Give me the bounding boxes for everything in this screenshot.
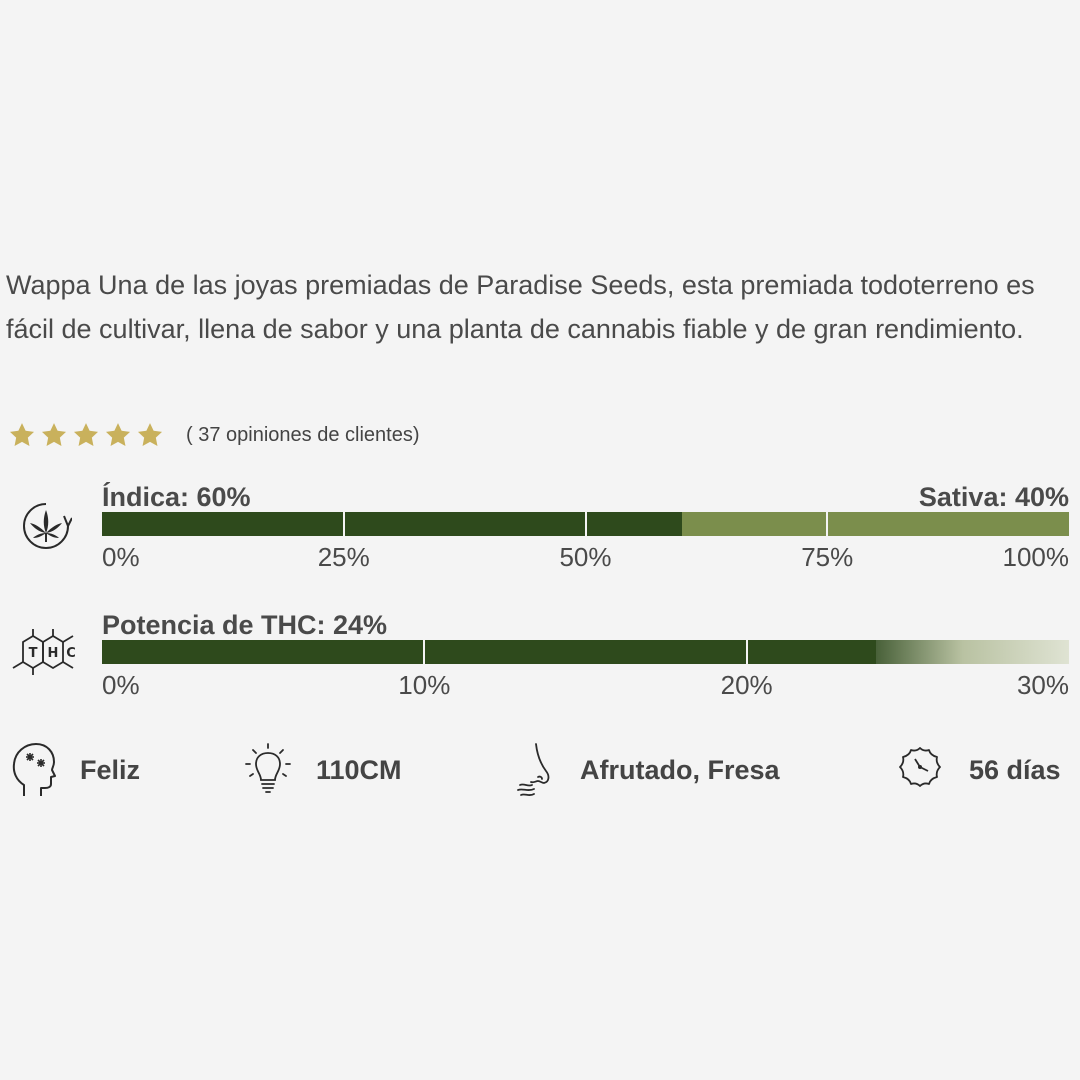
sativa-label: Sativa: 40%	[918, 482, 1069, 512]
star-icon	[41, 423, 67, 446]
thc-bar-group: Potencia de THC: 24% 0% 10% 20% 30%	[102, 606, 1069, 704]
thc-label: Potencia de THC: 24%	[102, 610, 388, 640]
indica-fill	[102, 512, 683, 536]
flowering-clock-icon	[899, 747, 941, 787]
reviews-count-link[interactable]: ( 37 opiniones de clientes)	[186, 423, 420, 446]
nose-smell-icon	[517, 743, 550, 797]
scale-label: 0%	[102, 670, 140, 700]
thc-remaining	[875, 640, 1069, 664]
scale-label: 0%	[102, 542, 140, 572]
feature-flowering: 56 días	[895, 735, 1061, 805]
rating: ( 37 opiniones de clientes)	[8, 418, 419, 452]
genetics-bar	[102, 512, 1069, 536]
feature-flavor: Afrutado, Fresa	[516, 735, 780, 805]
cannabis-leaf-cycle-icon	[23, 503, 72, 549]
bar-tick	[342, 512, 345, 536]
scale-label: 10%	[398, 670, 451, 700]
head-effect-icon	[12, 743, 56, 796]
svg-text:C: C	[66, 646, 76, 661]
bar-tick	[745, 640, 748, 664]
scale-label: 20%	[720, 670, 773, 700]
lightbulb-icon	[245, 743, 291, 793]
bar-tick	[826, 512, 829, 536]
thc-fill	[102, 640, 876, 664]
scale-label: 25%	[317, 542, 370, 572]
feature-effect-label: Feliz	[80, 754, 141, 785]
indica-label: Índica: 60%	[102, 482, 251, 512]
scale-label: 30%	[1016, 670, 1069, 700]
svg-text:T: T	[29, 646, 38, 661]
thc-scale: 0% 10% 20% 30%	[102, 664, 1069, 704]
thc-molecule-icon: T H C	[12, 629, 76, 675]
feature-flavor-label: Afrutado, Fresa	[580, 754, 780, 785]
svg-text:H: H	[48, 646, 59, 661]
star-rating	[8, 421, 164, 449]
star-icon	[137, 423, 163, 446]
thc-bar	[102, 640, 1069, 664]
star-icon	[73, 423, 99, 446]
product-description: Wappa Una de las joyas premiadas de Para…	[6, 270, 1035, 344]
feature-flowering-label: 56 días	[969, 754, 1061, 785]
bar-tick	[584, 512, 587, 536]
scale-label: 75%	[801, 542, 854, 572]
features-row: Feliz 110CM	[0, 735, 1080, 805]
feature-effect: Feliz	[10, 735, 140, 805]
scale-label: 100%	[1002, 542, 1070, 572]
star-icon	[105, 423, 131, 446]
scale-label: 50%	[559, 542, 612, 572]
sativa-fill	[682, 512, 1069, 536]
genetics-scale: 0% 25% 50% 75% 100%	[102, 536, 1069, 576]
star-icon	[9, 423, 35, 446]
feature-height-label: 110CM	[316, 754, 402, 785]
genetics-bar-group: Índica: 60% Sativa: 40% 0% 25% 50% 75% 100%	[102, 478, 1069, 576]
feature-height: 110CM	[244, 735, 402, 805]
bar-tick	[423, 640, 426, 664]
